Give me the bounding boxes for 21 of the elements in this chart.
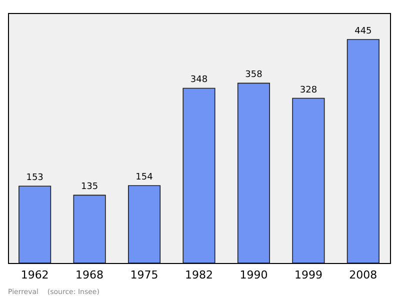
x-tick-label: 1968 [76, 268, 104, 282]
data-label: 445 [354, 26, 372, 37]
x-tick-label: 1962 [20, 268, 49, 282]
x-tick-label: 1975 [130, 268, 158, 282]
data-label: 135 [80, 182, 98, 192]
data-label: 348 [190, 75, 208, 86]
x-tick-label: 1999 [294, 268, 322, 282]
bar [182, 88, 216, 264]
x-tick-label: 2008 [349, 268, 378, 282]
x-tick-label: 1982 [185, 268, 213, 282]
bar [346, 39, 380, 264]
data-label: 328 [300, 85, 318, 96]
bar [292, 98, 325, 264]
data-label: 154 [136, 172, 154, 183]
bar [18, 186, 52, 264]
bar [237, 82, 270, 264]
data-label: 153 [26, 173, 44, 184]
bar [73, 194, 106, 264]
x-tick-label: 1990 [240, 268, 268, 282]
bar [128, 185, 161, 264]
data-label: 358 [245, 70, 263, 80]
